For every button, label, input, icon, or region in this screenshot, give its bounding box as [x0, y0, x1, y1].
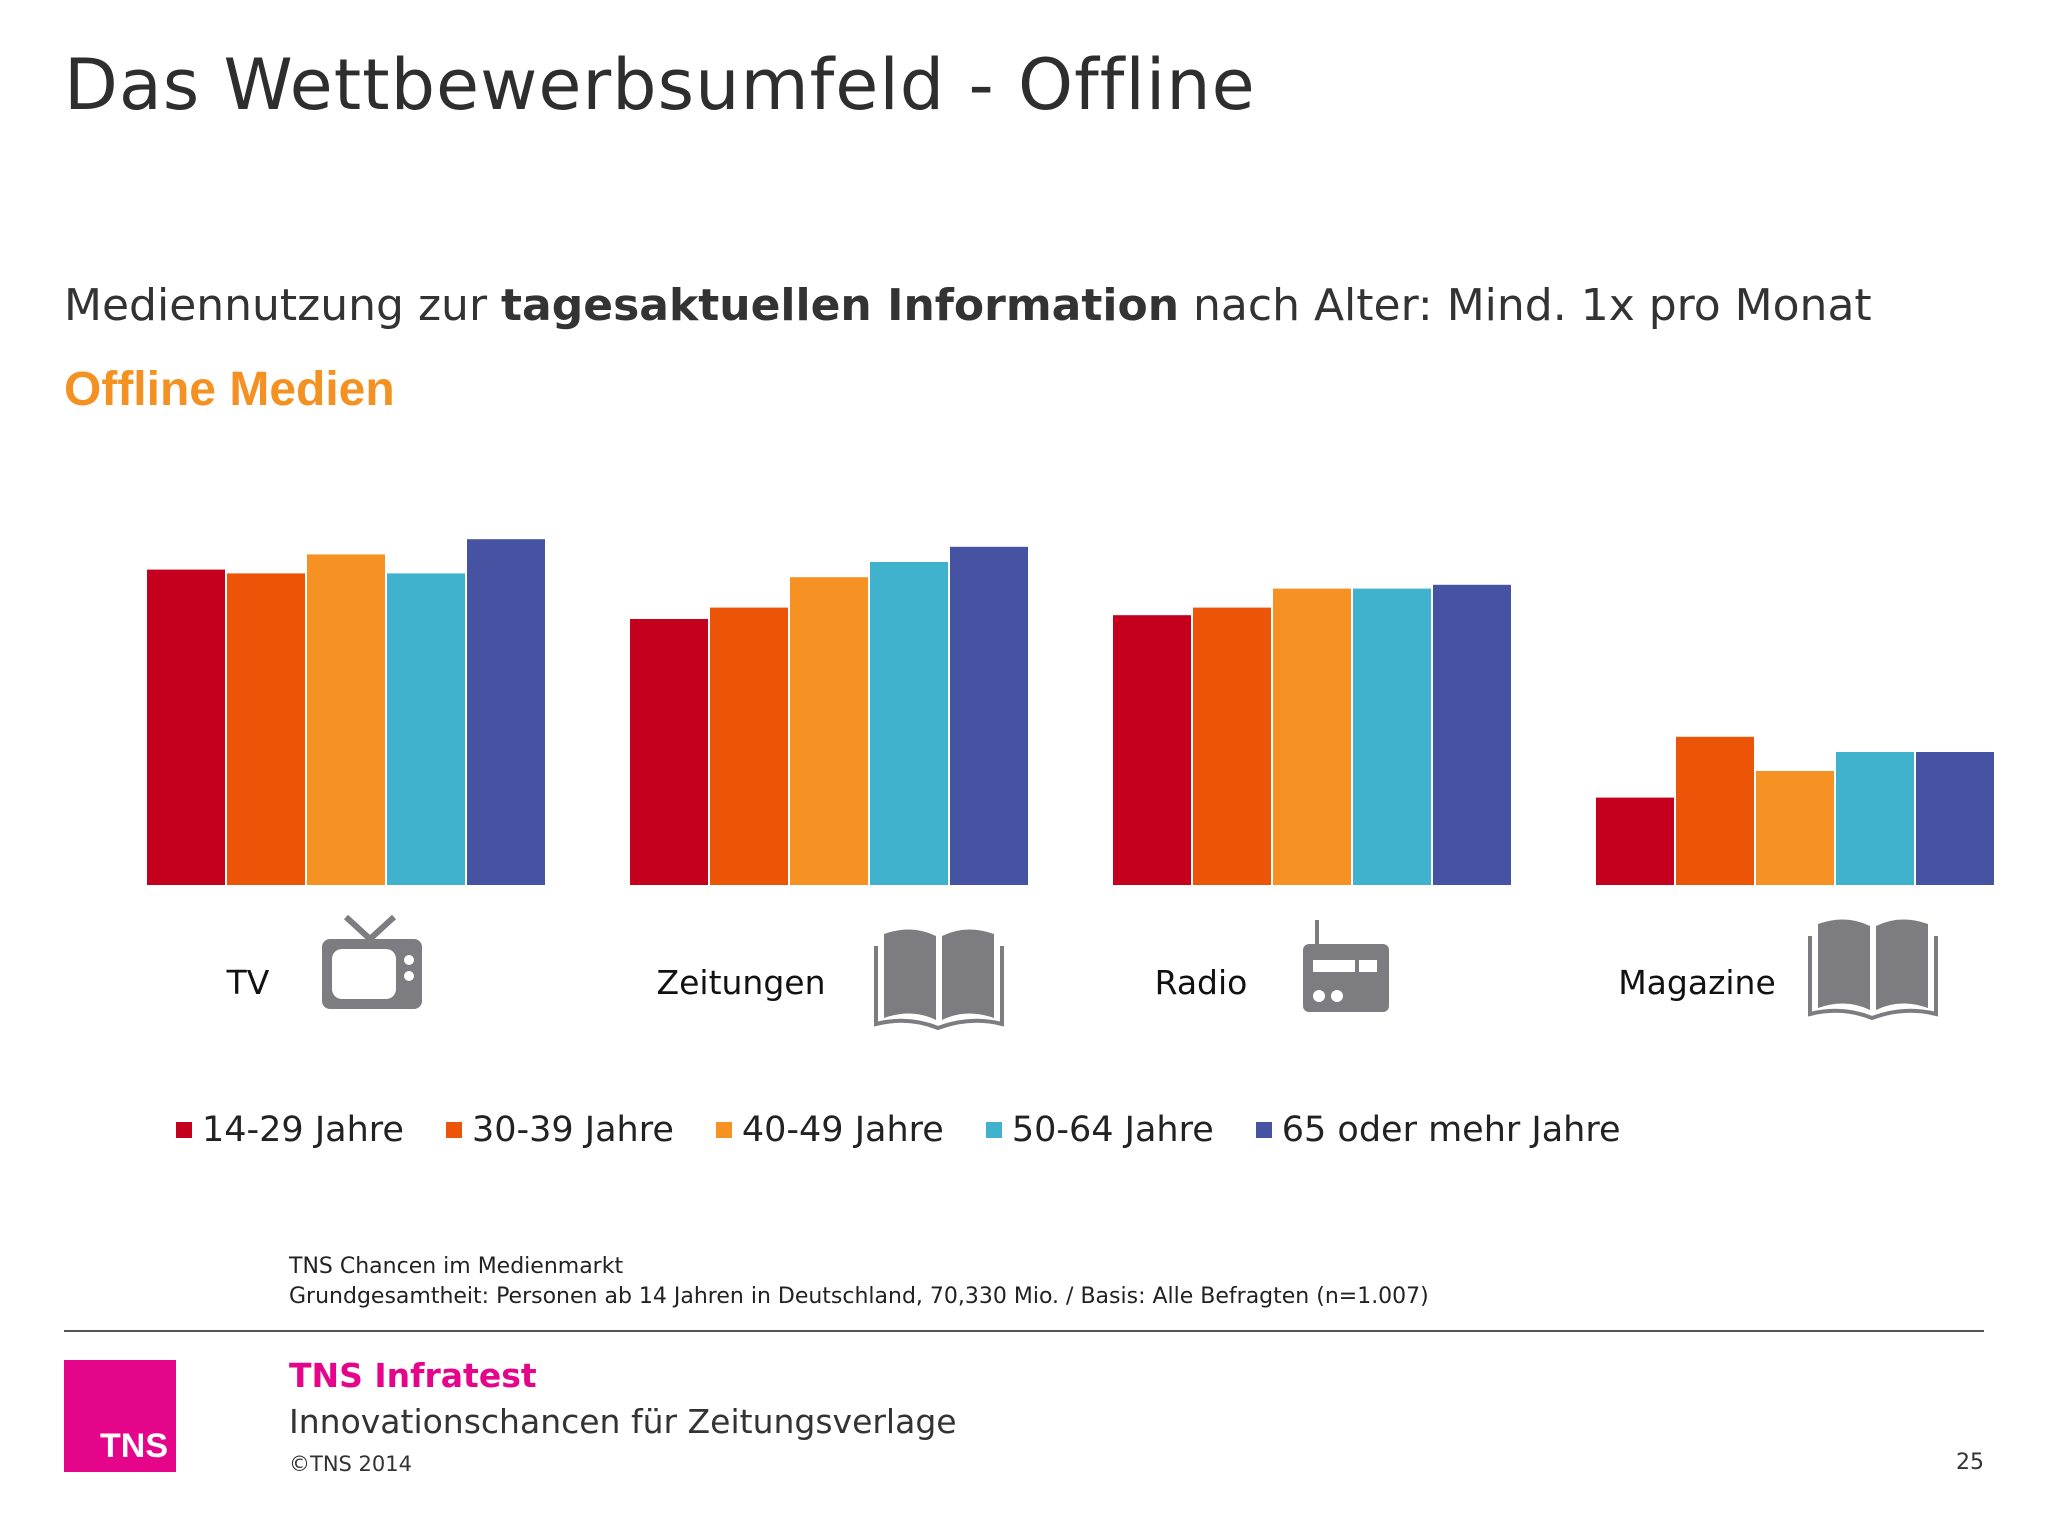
legend-item: 14-29 Jahre — [176, 1110, 404, 1150]
legend-label: 30-39 Jahre — [471, 1110, 674, 1150]
subtitle-bold: tagesaktuellen Information — [501, 280, 1180, 331]
legend-label: 50-64 Jahre — [1011, 1110, 1214, 1150]
logo-text: TNS — [100, 1427, 168, 1465]
bar-radio-3 — [1273, 588, 1351, 885]
category-label: Radio — [1155, 963, 1248, 1002]
source-title: Chancen im Medienmarkt — [332, 1254, 624, 1279]
subtitle-prefix: Mediennutzung zur — [64, 280, 502, 331]
source-line-1: TNS Chancen im Medienmarkt — [289, 1252, 1429, 1282]
source-brand: TNS — [289, 1254, 333, 1279]
bar-radio-5 — [1433, 584, 1511, 885]
legend-item: 40-49 Jahre — [715, 1110, 944, 1150]
bar-radio-1 — [1113, 615, 1191, 885]
bar-zeitungen-1 — [630, 619, 708, 885]
legend-item: 65 oder mehr Jahre — [1255, 1110, 1621, 1150]
subtitle-suffix: nach Alter: Mind. 1x pro Monat — [1179, 280, 1872, 331]
legend-item: 30-39 Jahre — [445, 1110, 674, 1150]
bar-zeitungen-4 — [870, 562, 948, 885]
page-title: Das Wettbewerbsumfeld - Offline — [64, 44, 1256, 126]
bar-tv-3 — [307, 554, 385, 885]
report-title: Innovationschancen für Zeitungsverlage — [289, 1402, 957, 1441]
bar-chart: TV Zeitungen Radio Magazine — [147, 539, 1994, 1031]
bar-radio-2 — [1193, 607, 1271, 885]
copyright: ©TNS 2014 — [289, 1452, 412, 1476]
category-label: TV — [226, 963, 270, 1002]
bar-magazine-4 — [1836, 752, 1914, 885]
source-note: TNS Chancen im Medienmarkt Grundgesamthe… — [289, 1252, 1429, 1312]
bar-tv-2 — [227, 573, 305, 885]
category-label: Magazine — [1618, 963, 1776, 1002]
company-name: TNS Infratest — [289, 1356, 537, 1395]
legend-label: 14-29 Jahre — [202, 1110, 404, 1150]
legend-swatch — [1255, 1122, 1272, 1138]
legend-swatch — [176, 1122, 192, 1138]
bar-magazine-5 — [1916, 752, 1994, 885]
newspaper-icon — [874, 929, 1004, 1031]
bar-tv-5 — [467, 539, 545, 885]
legend-swatch — [715, 1122, 732, 1138]
chart-subtitle: Mediennutzung zur tagesaktuellen Informa… — [64, 280, 1872, 331]
legend-swatch — [445, 1122, 462, 1138]
bars-group — [147, 539, 1994, 885]
category-labels: TV Zeitungen Radio Magazine — [226, 963, 1776, 1002]
radio-icon — [1303, 920, 1389, 1012]
legend-item: 50-64 Jahre — [985, 1110, 1214, 1150]
bar-zeitungen-3 — [790, 577, 868, 885]
bar-radio-4 — [1353, 588, 1431, 885]
section-label: Offline Medien — [64, 363, 395, 416]
bar-magazine-3 — [1756, 771, 1834, 885]
page-number: 25 — [1956, 1450, 1984, 1475]
category-label: Zeitungen — [656, 963, 825, 1002]
chart-legend: 14-29 Jahre 30-39 Jahre 40-49 Jahre 50-6… — [176, 1110, 1663, 1150]
legend-label: 40-49 Jahre — [741, 1110, 944, 1150]
legend-label: 65 oder mehr Jahre — [1281, 1110, 1621, 1150]
tv-icon — [322, 914, 422, 1009]
bar-tv-4 — [387, 573, 465, 885]
bar-zeitungen-5 — [950, 546, 1028, 885]
magazine-icon — [1808, 919, 1938, 1021]
bar-tv-1 — [147, 569, 225, 885]
legend-swatch — [985, 1122, 1002, 1138]
bar-magazine-2 — [1676, 736, 1754, 885]
source-line-2: Grundgesamtheit: Personen ab 14 Jahren i… — [289, 1284, 1429, 1309]
bar-magazine-1 — [1596, 797, 1674, 885]
footer-divider — [64, 1330, 1984, 1332]
tns-logo: TNS — [64, 1360, 176, 1472]
bar-zeitungen-2 — [710, 607, 788, 885]
